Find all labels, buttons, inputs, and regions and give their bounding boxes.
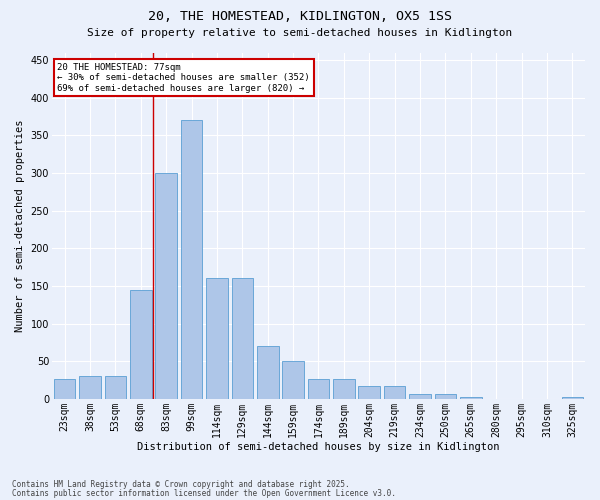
- Bar: [283, 362, 304, 399]
- Bar: [333, 380, 355, 399]
- Bar: [104, 376, 126, 399]
- Text: Contains public sector information licensed under the Open Government Licence v3: Contains public sector information licen…: [12, 488, 396, 498]
- Text: Size of property relative to semi-detached houses in Kidlington: Size of property relative to semi-detach…: [88, 28, 512, 38]
- Bar: [384, 386, 406, 399]
- Bar: [155, 173, 177, 399]
- Bar: [206, 278, 228, 399]
- Bar: [460, 396, 482, 399]
- Bar: [409, 394, 431, 399]
- Bar: [54, 378, 76, 399]
- Bar: [562, 398, 583, 399]
- Bar: [181, 120, 202, 399]
- Text: 20, THE HOMESTEAD, KIDLINGTON, OX5 1SS: 20, THE HOMESTEAD, KIDLINGTON, OX5 1SS: [148, 10, 452, 23]
- Bar: [232, 278, 253, 399]
- X-axis label: Distribution of semi-detached houses by size in Kidlington: Distribution of semi-detached houses by …: [137, 442, 500, 452]
- Bar: [434, 394, 456, 399]
- Text: 20 THE HOMESTEAD: 77sqm
← 30% of semi-detached houses are smaller (352)
69% of s: 20 THE HOMESTEAD: 77sqm ← 30% of semi-de…: [57, 63, 310, 92]
- Bar: [358, 386, 380, 399]
- Y-axis label: Number of semi-detached properties: Number of semi-detached properties: [15, 120, 25, 332]
- Bar: [79, 376, 101, 399]
- Text: Contains HM Land Registry data © Crown copyright and database right 2025.: Contains HM Land Registry data © Crown c…: [12, 480, 350, 489]
- Bar: [257, 346, 278, 399]
- Bar: [130, 290, 152, 399]
- Bar: [308, 380, 329, 399]
